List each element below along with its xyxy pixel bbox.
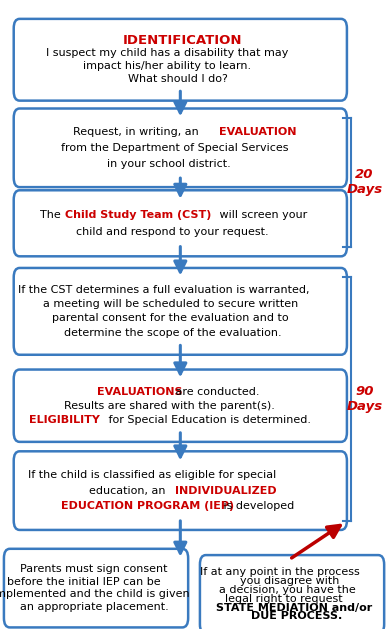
FancyBboxPatch shape xyxy=(14,452,347,530)
Text: ELIGIBILITY: ELIGIBILITY xyxy=(29,415,100,425)
Text: from the Department of Special Services: from the Department of Special Services xyxy=(61,143,289,153)
Text: 90
Days: 90 Days xyxy=(347,386,383,413)
FancyBboxPatch shape xyxy=(14,268,347,355)
Text: Results are shared with the parent(s).: Results are shared with the parent(s). xyxy=(64,401,275,411)
Text: IDENTIFICATION: IDENTIFICATION xyxy=(123,33,243,47)
FancyBboxPatch shape xyxy=(4,548,188,628)
Text: in your school district.: in your school district. xyxy=(107,159,231,169)
FancyBboxPatch shape xyxy=(14,190,347,257)
Text: Child Study Team (CST): Child Study Team (CST) xyxy=(65,210,211,220)
Text: for Special Education is determined.: for Special Education is determined. xyxy=(105,415,311,425)
Text: a meeting will be scheduled to secure written: a meeting will be scheduled to secure wr… xyxy=(43,299,298,309)
FancyBboxPatch shape xyxy=(14,370,347,442)
Text: impact his/her ability to learn.: impact his/her ability to learn. xyxy=(83,61,250,71)
Text: Request, in writing, an: Request, in writing, an xyxy=(73,127,202,137)
Text: 20
Days: 20 Days xyxy=(347,169,383,196)
Text: DUE PROCESS.: DUE PROCESS. xyxy=(251,611,342,621)
Text: EDUCATION PROGRAM (IEP): EDUCATION PROGRAM (IEP) xyxy=(62,501,234,511)
Text: is developed: is developed xyxy=(220,501,294,511)
FancyBboxPatch shape xyxy=(14,108,347,187)
Text: child and respond to your request.: child and respond to your request. xyxy=(76,226,269,237)
FancyBboxPatch shape xyxy=(200,555,384,629)
Text: legal right to request: legal right to request xyxy=(225,594,343,604)
FancyBboxPatch shape xyxy=(14,19,347,101)
Text: will screen your: will screen your xyxy=(216,210,308,220)
Text: EVALUATION: EVALUATION xyxy=(219,127,297,137)
Text: a decision, you have the: a decision, you have the xyxy=(219,585,356,595)
Text: Parents must sign consent: Parents must sign consent xyxy=(20,564,167,574)
Text: If the child is classified as eligible for special: If the child is classified as eligible f… xyxy=(27,470,276,480)
Text: parental consent for the evaluation and to: parental consent for the evaluation and … xyxy=(52,313,289,323)
Text: you disagree with: you disagree with xyxy=(240,576,339,586)
Text: INDIVIDUALIZED: INDIVIDUALIZED xyxy=(175,486,276,496)
Text: The: The xyxy=(40,210,65,220)
Text: What should I do?: What should I do? xyxy=(128,74,228,84)
Text: are conducted.: are conducted. xyxy=(172,387,260,397)
Text: an appropriate placement.: an appropriate placement. xyxy=(20,602,169,612)
Text: If at any point in the process: If at any point in the process xyxy=(200,567,360,577)
Text: before the initial IEP can be: before the initial IEP can be xyxy=(7,577,161,587)
Text: I suspect my child has a disability that may: I suspect my child has a disability that… xyxy=(46,48,288,58)
Text: education, an: education, an xyxy=(89,486,169,496)
Text: implemented and the child is given: implemented and the child is given xyxy=(0,589,190,599)
Text: determine the scope of the evaluation.: determine the scope of the evaluation. xyxy=(64,328,282,338)
Text: STATE MEDIATION and/or: STATE MEDIATION and/or xyxy=(216,603,372,613)
Text: If the CST determines a full evaluation is warranted,: If the CST determines a full evaluation … xyxy=(18,285,310,295)
Text: EVALUATIONS: EVALUATIONS xyxy=(96,387,182,397)
